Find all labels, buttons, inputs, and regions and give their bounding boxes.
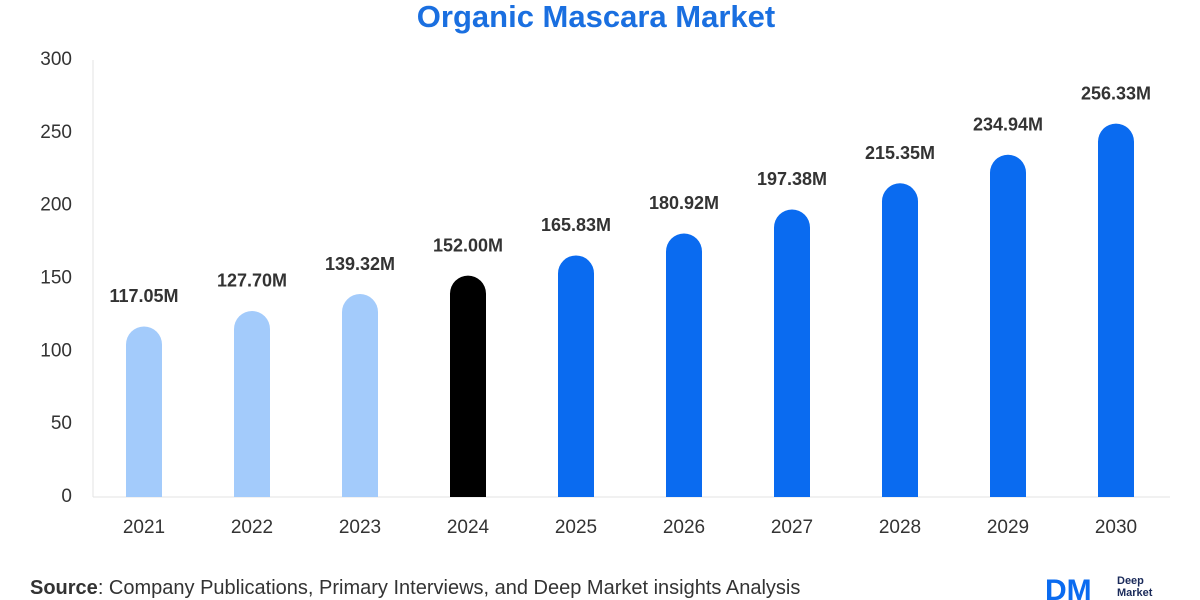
value-label: 165.83M — [541, 215, 611, 235]
x-tick-label: 2021 — [123, 517, 165, 538]
source-text: : Company Publications, Primary Intervie… — [98, 577, 801, 599]
y-tick-label: 300 — [40, 49, 72, 70]
value-label: 256.33M — [1081, 83, 1151, 103]
x-tick-label: 2025 — [555, 517, 597, 538]
bar — [234, 310, 270, 497]
bar — [882, 183, 918, 498]
value-label: 215.35M — [865, 143, 935, 163]
logo-mark: DM — [1045, 574, 1092, 600]
bar — [666, 233, 702, 497]
bar — [450, 275, 486, 497]
y-tick-label: 150 — [40, 268, 72, 289]
value-label: 117.05M — [109, 286, 178, 306]
x-tick-label: 2023 — [339, 517, 381, 538]
value-label: 139.32M — [325, 254, 395, 274]
x-tick-label: 2028 — [879, 517, 921, 538]
value-label: 180.92M — [649, 193, 719, 213]
chart-title: Organic Mascara Market — [417, 0, 775, 34]
y-tick-label: 100 — [40, 340, 72, 361]
bar — [126, 326, 162, 497]
x-tick-label: 2026 — [663, 517, 705, 538]
logo-text: Deep — [1117, 575, 1144, 587]
y-tick-label: 250 — [40, 122, 72, 143]
value-label: 234.94M — [973, 115, 1043, 135]
y-tick-label: 200 — [40, 195, 72, 216]
y-tick-label: 0 — [61, 486, 72, 507]
bar — [1098, 123, 1134, 498]
x-tick-label: 2024 — [447, 517, 490, 538]
x-tick-label: 2022 — [231, 517, 273, 538]
logo-text: Market — [1117, 587, 1153, 599]
value-label: 127.70M — [217, 271, 287, 291]
x-tick-label: 2029 — [987, 517, 1029, 538]
x-tick-label: 2027 — [771, 517, 813, 538]
y-tick-label: 50 — [51, 413, 72, 434]
source-note: Source: Company Publications, Primary In… — [30, 577, 800, 599]
value-label: 152.00M — [433, 235, 503, 255]
bar — [990, 154, 1026, 497]
value-label: 197.38M — [757, 169, 827, 189]
bar — [774, 209, 810, 497]
source-label: Source — [30, 577, 98, 599]
bar — [342, 294, 378, 497]
bar — [558, 255, 594, 497]
x-tick-label: 2030 — [1095, 517, 1137, 538]
